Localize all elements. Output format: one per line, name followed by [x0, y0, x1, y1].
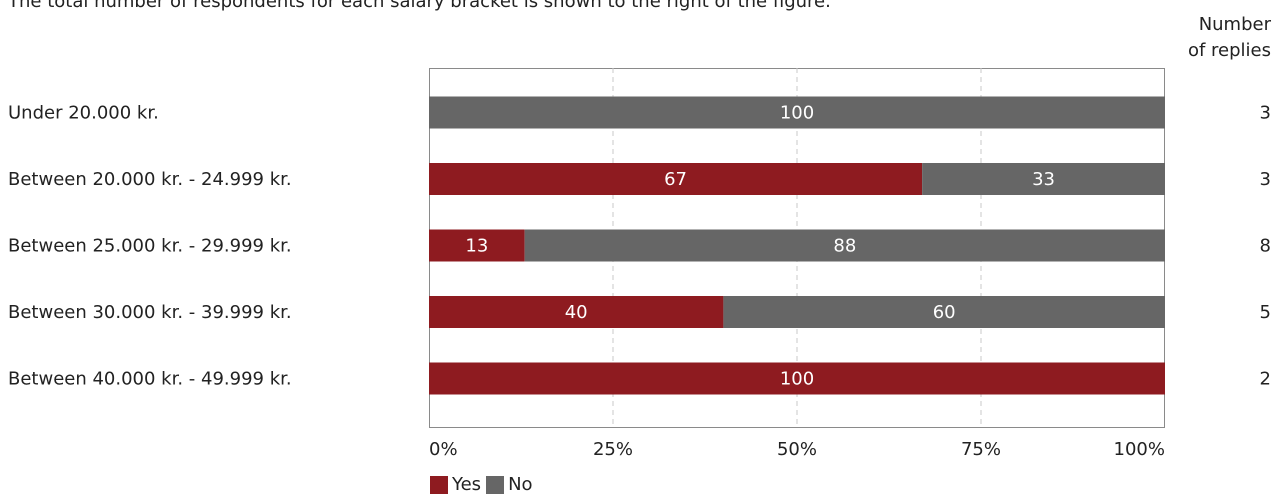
category-label: Between 40.000 kr. - 49.999 kr. [8, 369, 292, 390]
bar-segment-yes [429, 362, 1165, 395]
bar-value-label: 13 [465, 236, 488, 257]
bar-value-label: 40 [565, 302, 588, 323]
replies-count: 3 [1260, 169, 1271, 190]
legend-label-no: No [508, 474, 533, 495]
replies-column-header: Number of replies [1188, 12, 1271, 64]
bar-value-label: 33 [1032, 169, 1055, 190]
legend-swatch-no [486, 475, 505, 494]
category-label: Between 20.000 kr. - 24.999 kr. [8, 169, 292, 190]
bar-segment-yes [429, 229, 525, 262]
legend-item-yes: Yes [430, 474, 481, 495]
bar-segment-yes [429, 296, 724, 328]
category-label: Between 30.000 kr. - 39.999 kr. [8, 302, 292, 323]
x-tick-label: 50% [777, 439, 817, 460]
bar-segment-no [922, 163, 1165, 195]
bar-value-label: 88 [833, 236, 856, 257]
chart-caption: The total number of respondents for each… [8, 0, 831, 12]
replies-count: 3 [1260, 103, 1271, 124]
legend-label-yes: Yes [452, 474, 482, 495]
bar-segment-yes [429, 163, 923, 195]
legend-swatch-yes [430, 475, 448, 494]
x-tick-label: 0% [429, 439, 458, 460]
x-tick-label: 75% [961, 439, 1001, 460]
replies-count: 2 [1260, 369, 1271, 390]
bar-value-label: 100 [780, 369, 814, 390]
bar-segment-no [524, 229, 1165, 262]
replies-header-line2: of replies [1187, 40, 1271, 61]
bar-segment-no [723, 296, 1165, 328]
legend-item-no: No [486, 474, 533, 495]
replies-count: 8 [1260, 236, 1271, 257]
replies-count: 5 [1260, 302, 1271, 323]
bar-value-label: 60 [933, 302, 956, 323]
chart-legend: Yes No [430, 474, 538, 495]
x-tick-label: 25% [593, 439, 633, 460]
bar-value-label: 67 [664, 169, 687, 190]
category-label: Between 25.000 kr. - 29.999 kr. [8, 236, 292, 257]
bar-value-label: 100 [780, 103, 814, 124]
x-tick-label: 100% [1114, 439, 1165, 460]
replies-header-line1: Number [1198, 14, 1271, 35]
category-label: Under 20.000 kr. [8, 103, 159, 124]
bar-segment-no [429, 96, 1165, 129]
